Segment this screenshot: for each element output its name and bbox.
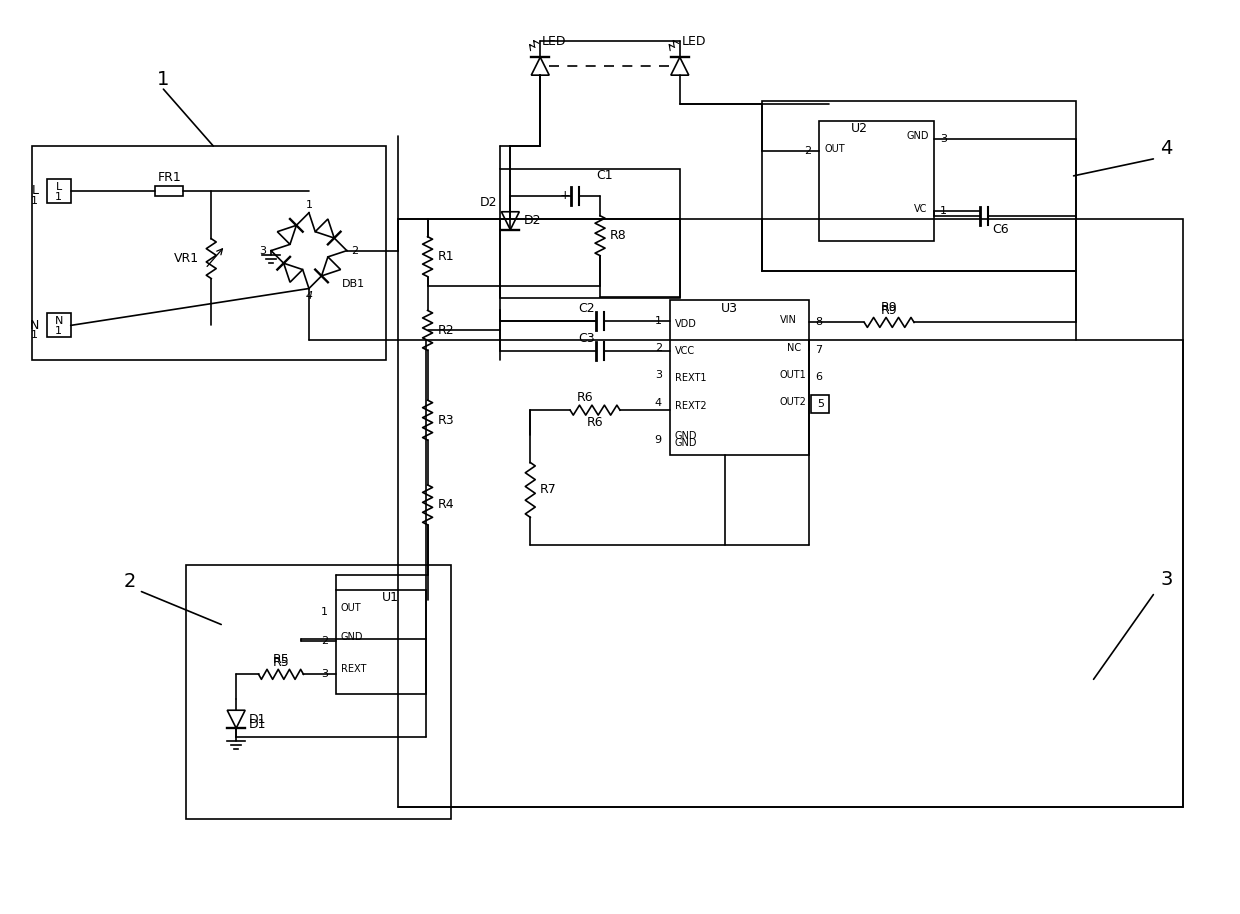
Text: R5: R5 xyxy=(273,653,289,666)
Text: GND: GND xyxy=(906,131,929,141)
Text: 3: 3 xyxy=(940,134,947,144)
Text: 1: 1 xyxy=(321,607,327,617)
Text: GND: GND xyxy=(341,632,363,643)
Text: R1: R1 xyxy=(438,250,454,263)
Text: VR1: VR1 xyxy=(174,252,200,265)
Text: R6: R6 xyxy=(587,416,604,429)
Bar xyxy=(32,146,386,360)
Bar xyxy=(820,121,934,240)
Text: OUT: OUT xyxy=(341,602,362,612)
Text: +: + xyxy=(559,189,570,202)
Text: 9: 9 xyxy=(655,435,662,445)
Text: 2: 2 xyxy=(321,636,327,646)
Text: 4: 4 xyxy=(1161,140,1173,158)
Text: VC: VC xyxy=(914,204,928,214)
Text: 4: 4 xyxy=(655,399,662,409)
Text: VIN: VIN xyxy=(780,315,796,325)
Text: 1: 1 xyxy=(56,326,62,336)
Text: R6: R6 xyxy=(577,390,594,404)
Text: L: L xyxy=(56,182,62,192)
Text: REXT: REXT xyxy=(341,664,366,675)
Text: C6: C6 xyxy=(992,223,1008,236)
Text: R2: R2 xyxy=(438,324,454,337)
Text: 5: 5 xyxy=(817,399,823,409)
Text: OUT: OUT xyxy=(825,143,844,154)
Bar xyxy=(811,395,830,413)
Text: 4: 4 xyxy=(305,292,312,302)
Text: C2: C2 xyxy=(578,302,595,315)
Text: D2: D2 xyxy=(480,197,497,209)
Bar xyxy=(186,565,450,819)
Text: FR1: FR1 xyxy=(157,171,181,185)
Bar xyxy=(47,179,71,203)
Text: D1: D1 xyxy=(249,713,267,726)
Text: 8: 8 xyxy=(816,317,822,327)
Bar xyxy=(670,301,810,455)
Text: GND: GND xyxy=(675,438,697,448)
Text: R3: R3 xyxy=(438,414,454,427)
Bar xyxy=(155,186,184,196)
Text: 2: 2 xyxy=(805,146,811,156)
Text: LED: LED xyxy=(542,35,567,48)
Text: 7: 7 xyxy=(816,345,822,356)
Text: 1: 1 xyxy=(157,69,170,89)
Text: 1: 1 xyxy=(56,192,62,202)
Text: OUT2: OUT2 xyxy=(780,398,806,407)
Text: R8: R8 xyxy=(610,229,626,242)
Text: D2: D2 xyxy=(523,214,541,228)
Text: OUT1: OUT1 xyxy=(780,370,806,380)
Text: L: L xyxy=(31,185,38,197)
Text: R7: R7 xyxy=(541,484,557,496)
Text: 3: 3 xyxy=(259,246,267,256)
Bar xyxy=(761,101,1075,271)
Text: 3: 3 xyxy=(1161,570,1173,590)
Text: U3: U3 xyxy=(722,302,738,315)
Text: LED: LED xyxy=(682,35,707,48)
Text: NC: NC xyxy=(787,344,801,354)
Text: VDD: VDD xyxy=(675,319,697,329)
Text: 3: 3 xyxy=(655,370,662,380)
Bar xyxy=(398,218,1183,807)
Text: R4: R4 xyxy=(438,498,454,511)
Text: 1: 1 xyxy=(655,316,662,326)
Text: 2: 2 xyxy=(655,344,662,354)
Text: R9: R9 xyxy=(880,301,898,314)
Bar xyxy=(336,590,425,695)
Text: REXT2: REXT2 xyxy=(675,401,707,411)
Bar xyxy=(501,169,680,299)
Text: 1: 1 xyxy=(940,206,947,216)
Text: R9: R9 xyxy=(880,304,898,317)
Text: REXT1: REXT1 xyxy=(675,373,707,383)
Bar xyxy=(47,314,71,337)
Text: D1: D1 xyxy=(249,717,267,730)
Text: 6: 6 xyxy=(816,372,822,382)
Text: 1: 1 xyxy=(31,196,38,206)
Text: U1: U1 xyxy=(382,591,399,604)
Text: C1: C1 xyxy=(596,169,614,183)
Text: 1: 1 xyxy=(305,200,312,210)
Text: DB1: DB1 xyxy=(342,279,365,289)
Text: 2: 2 xyxy=(123,572,135,591)
Text: R5: R5 xyxy=(273,656,289,669)
Text: 1: 1 xyxy=(31,330,38,340)
Text: N: N xyxy=(30,319,40,332)
Text: C3: C3 xyxy=(578,332,595,345)
Text: U2: U2 xyxy=(851,122,868,135)
Text: VCC: VCC xyxy=(675,346,694,356)
Text: GND: GND xyxy=(675,431,697,441)
Text: N: N xyxy=(55,316,63,326)
Text: 3: 3 xyxy=(321,669,327,679)
Text: 2: 2 xyxy=(351,246,358,256)
